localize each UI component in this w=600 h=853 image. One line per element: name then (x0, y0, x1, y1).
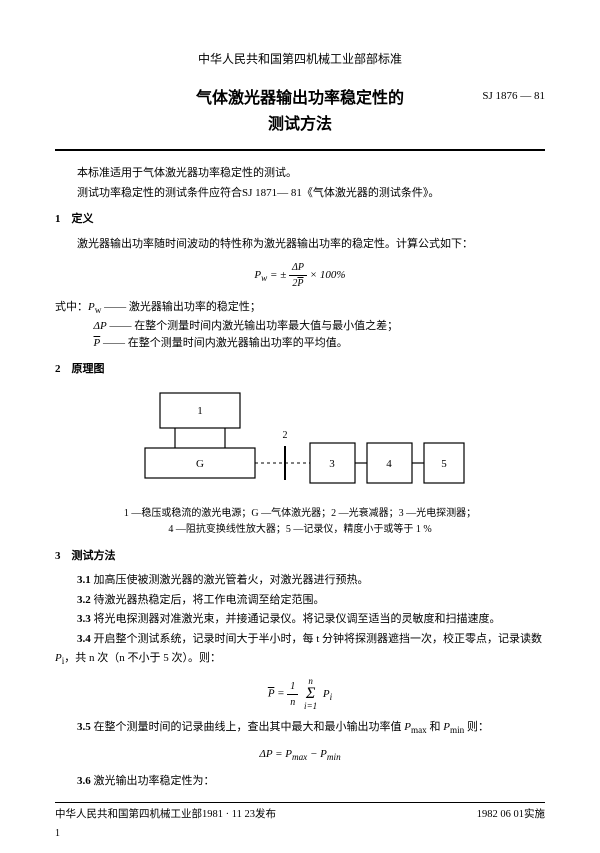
intro-line2: 测试功率稳定性的测试条件应符合SJ 1871— 81《气体激光器的测试条件》。 (55, 185, 545, 202)
doc-title: 气体激光器输出功率稳定性的 测试方法 (196, 86, 404, 137)
f35-minus: − P (307, 748, 327, 760)
m33-txt: 将光电探测器对准激光束，并接通记录仪。将记录仪调至适当的灵敏度和扫描速度。 (91, 613, 501, 625)
m35-num: 3.5 (77, 721, 91, 733)
formula-pw: Pw = ± ΔP 2P × 100% (55, 260, 545, 291)
w1-sym: P (88, 301, 95, 313)
m34: 3.4 开启整个测试系统，记录时间大于半小时，每 t 分钟将探测器遮挡一次，校正… (55, 631, 545, 648)
m31-txt: 加高压使被测激光器的激光管着火，对激光器进行预热。 (91, 574, 369, 586)
title-line2: 测试方法 (268, 116, 332, 133)
sec1-para: 激光器输出功率随时间波动的特性称为激光器输出功率的稳定性。计算公式如下： (55, 236, 545, 253)
m35a: 在整个测量时间的记录曲线上，查出其中最大和最小输出功率值 (91, 721, 405, 733)
title-line1: 气体激光器输出功率稳定性的 (196, 90, 404, 107)
diagram-caption: 1 —稳压或稳流的激光电源；G —气体激光器；2 —光衰减器；3 —光电探测器；… (55, 506, 545, 538)
footer: 中华人民共和国第四机械工业部1981 · 11 23发布 1982 06 01实… (55, 802, 545, 823)
formula-pbar: P = 1n nΣi=1 Pi (55, 677, 545, 711)
m35-max: max (411, 725, 427, 735)
where-block: 式中：Pw —— 激光器输出功率的稳定性； (55, 299, 545, 318)
m35-min: min (450, 725, 464, 735)
sec2-heading: 2 原理图 (55, 361, 545, 378)
f35-max: max (292, 752, 307, 762)
title-row: 气体激光器输出功率稳定性的 测试方法 SJ 1876 — 81 (55, 86, 545, 137)
where-line2: ΔP —— 在整个测量时间内激光输出功率最大值与最小值之差； (94, 318, 546, 335)
caption-line1: 1 —稳压或稳流的激光电源；G —气体激光器；2 —光衰减器；3 —光电探测器； (124, 508, 476, 519)
m35b: 则： (464, 721, 489, 733)
standard-code: SJ 1876 — 81 (482, 88, 545, 105)
w2-txt: —— 在整个测量时间内激光输出功率最大值与最小值之差； (107, 320, 399, 332)
m35-pmin: P (443, 721, 450, 733)
where-label: 式中： (55, 301, 88, 313)
footer-left: 中华人民共和国第四机械工业部1981 · 11 23发布 (55, 807, 276, 823)
footer-right: 1982 06 01实施 (477, 807, 545, 823)
m36: 3.6 激光输出功率稳定性为： (55, 773, 545, 790)
m31: 3.1 加高压使被测激光器的激光管着火，对激光器进行预热。 (55, 572, 545, 589)
f35-dp: ΔP = P (259, 748, 292, 760)
box5-label: 5 (441, 458, 447, 470)
caption-line2: 4 —阻抗变换线性放大器；5 —记录仪，精度小于或等于 1 % (168, 524, 431, 535)
m35-and: 和 (427, 721, 444, 733)
box1-label: 1 (197, 405, 203, 417)
m32-num: 3.2 (77, 594, 91, 606)
m34b: P (55, 652, 62, 664)
mark2-label: 2 (283, 430, 288, 441)
m33: 3.3 将光电探测器对准激光束，并接通记录仪。将记录仪调至适当的灵敏度和扫描速度… (55, 611, 545, 628)
org-header: 中华人民共和国第四机械工业部部标准 (55, 50, 545, 68)
page-number: 1 (55, 826, 60, 841)
divider-top (55, 149, 545, 151)
schematic-diagram: 1 G 2 3 4 5 (135, 388, 465, 498)
sec1-heading: 1 定义 (55, 211, 545, 228)
m34c: ，共 n 次（n 不小于 5 次）。则： (64, 652, 221, 664)
m36-txt: 激光输出功率稳定性为： (91, 775, 215, 787)
boxG-label: G (196, 458, 204, 470)
m31-num: 3.1 (77, 574, 91, 586)
where-line3: P —— 在整个测量时间内激光器输出功率的平均值。 (94, 335, 546, 352)
w1-txt: —— 激光器输出功率的稳定性； (101, 301, 261, 313)
box4-label: 4 (386, 458, 392, 470)
w2-sym: ΔP (94, 320, 107, 332)
m35: 3.5 在整个测量时间的记录曲线上，查出其中最大和最小输出功率值 Pmax 和 … (55, 719, 545, 738)
m34-cont: Pi，共 n 次（n 不小于 5 次）。则： (55, 650, 545, 669)
m35-pmax: P (404, 721, 411, 733)
formula-dp: ΔP = Pmax − Pmin (55, 746, 545, 765)
sec3-heading: 3 测试方法 (55, 548, 545, 565)
w3-txt: —— 在整个测量时间内激光器输出功率的平均值。 (100, 337, 348, 349)
m36-num: 3.6 (77, 775, 91, 787)
m32: 3.2 待激光器热稳定后，将工作电流调至给定范围。 (55, 592, 545, 609)
intro-line1: 本标准适用于气体激光器功率稳定性的测试。 (55, 165, 545, 182)
m32-txt: 待激光器热稳定后，将工作电流调至给定范围。 (91, 594, 325, 606)
m34a: 开启整个测试系统，记录时间大于半小时，每 t 分钟将探测器遮挡一次，校正零点，记… (91, 633, 542, 645)
box3-label: 3 (329, 458, 335, 470)
m34-num: 3.4 (77, 633, 91, 645)
m33-num: 3.3 (77, 613, 91, 625)
f35-min: min (327, 752, 341, 762)
